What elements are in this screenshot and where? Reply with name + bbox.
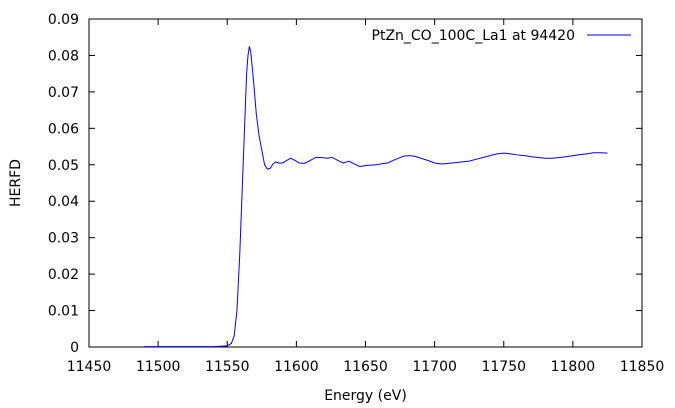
series-line-0 bbox=[144, 46, 608, 348]
axis-ticks bbox=[88, 18, 643, 348]
tick-labels: 11450 11500 11550 11600 11650 11700 11750 11800… bbox=[48, 12, 664, 375]
y-tick-label: 0 bbox=[70, 340, 79, 356]
x-tick-label: 11650 bbox=[343, 359, 388, 375]
x-tick-label: 11600 bbox=[274, 359, 319, 375]
legend: PtZn_CO_100C_La1 at 94420 bbox=[372, 28, 631, 44]
x-tick-label: 11550 bbox=[205, 359, 250, 375]
x-axis-label: Energy (eV) bbox=[324, 388, 407, 404]
y-tick-label: 0.03 bbox=[48, 231, 79, 247]
y-tick-label: 0.07 bbox=[48, 85, 79, 101]
y-tick-label: 0.05 bbox=[48, 158, 79, 174]
x-tick-label: 11850 bbox=[620, 359, 665, 375]
x-tick-label: 11750 bbox=[481, 359, 526, 375]
series-layer bbox=[144, 46, 608, 348]
y-tick-label: 0.02 bbox=[48, 267, 79, 283]
x-tick-label: 11450 bbox=[67, 359, 112, 375]
x-tick-label: 11700 bbox=[412, 359, 457, 375]
y-tick-label: 0.01 bbox=[48, 304, 79, 320]
y-tick-label: 0.04 bbox=[48, 194, 79, 210]
y-tick-label: 0.08 bbox=[48, 48, 79, 64]
x-tick-label: 11800 bbox=[551, 359, 596, 375]
x-tick-label: 11500 bbox=[136, 359, 181, 375]
y-tick-label: 0.06 bbox=[48, 121, 79, 137]
y-tick-label: 0.09 bbox=[48, 12, 79, 28]
plot-frame bbox=[88, 18, 643, 348]
y-axis-label: HERFD bbox=[8, 159, 24, 207]
legend-label: PtZn_CO_100C_La1 at 94420 bbox=[372, 28, 575, 44]
